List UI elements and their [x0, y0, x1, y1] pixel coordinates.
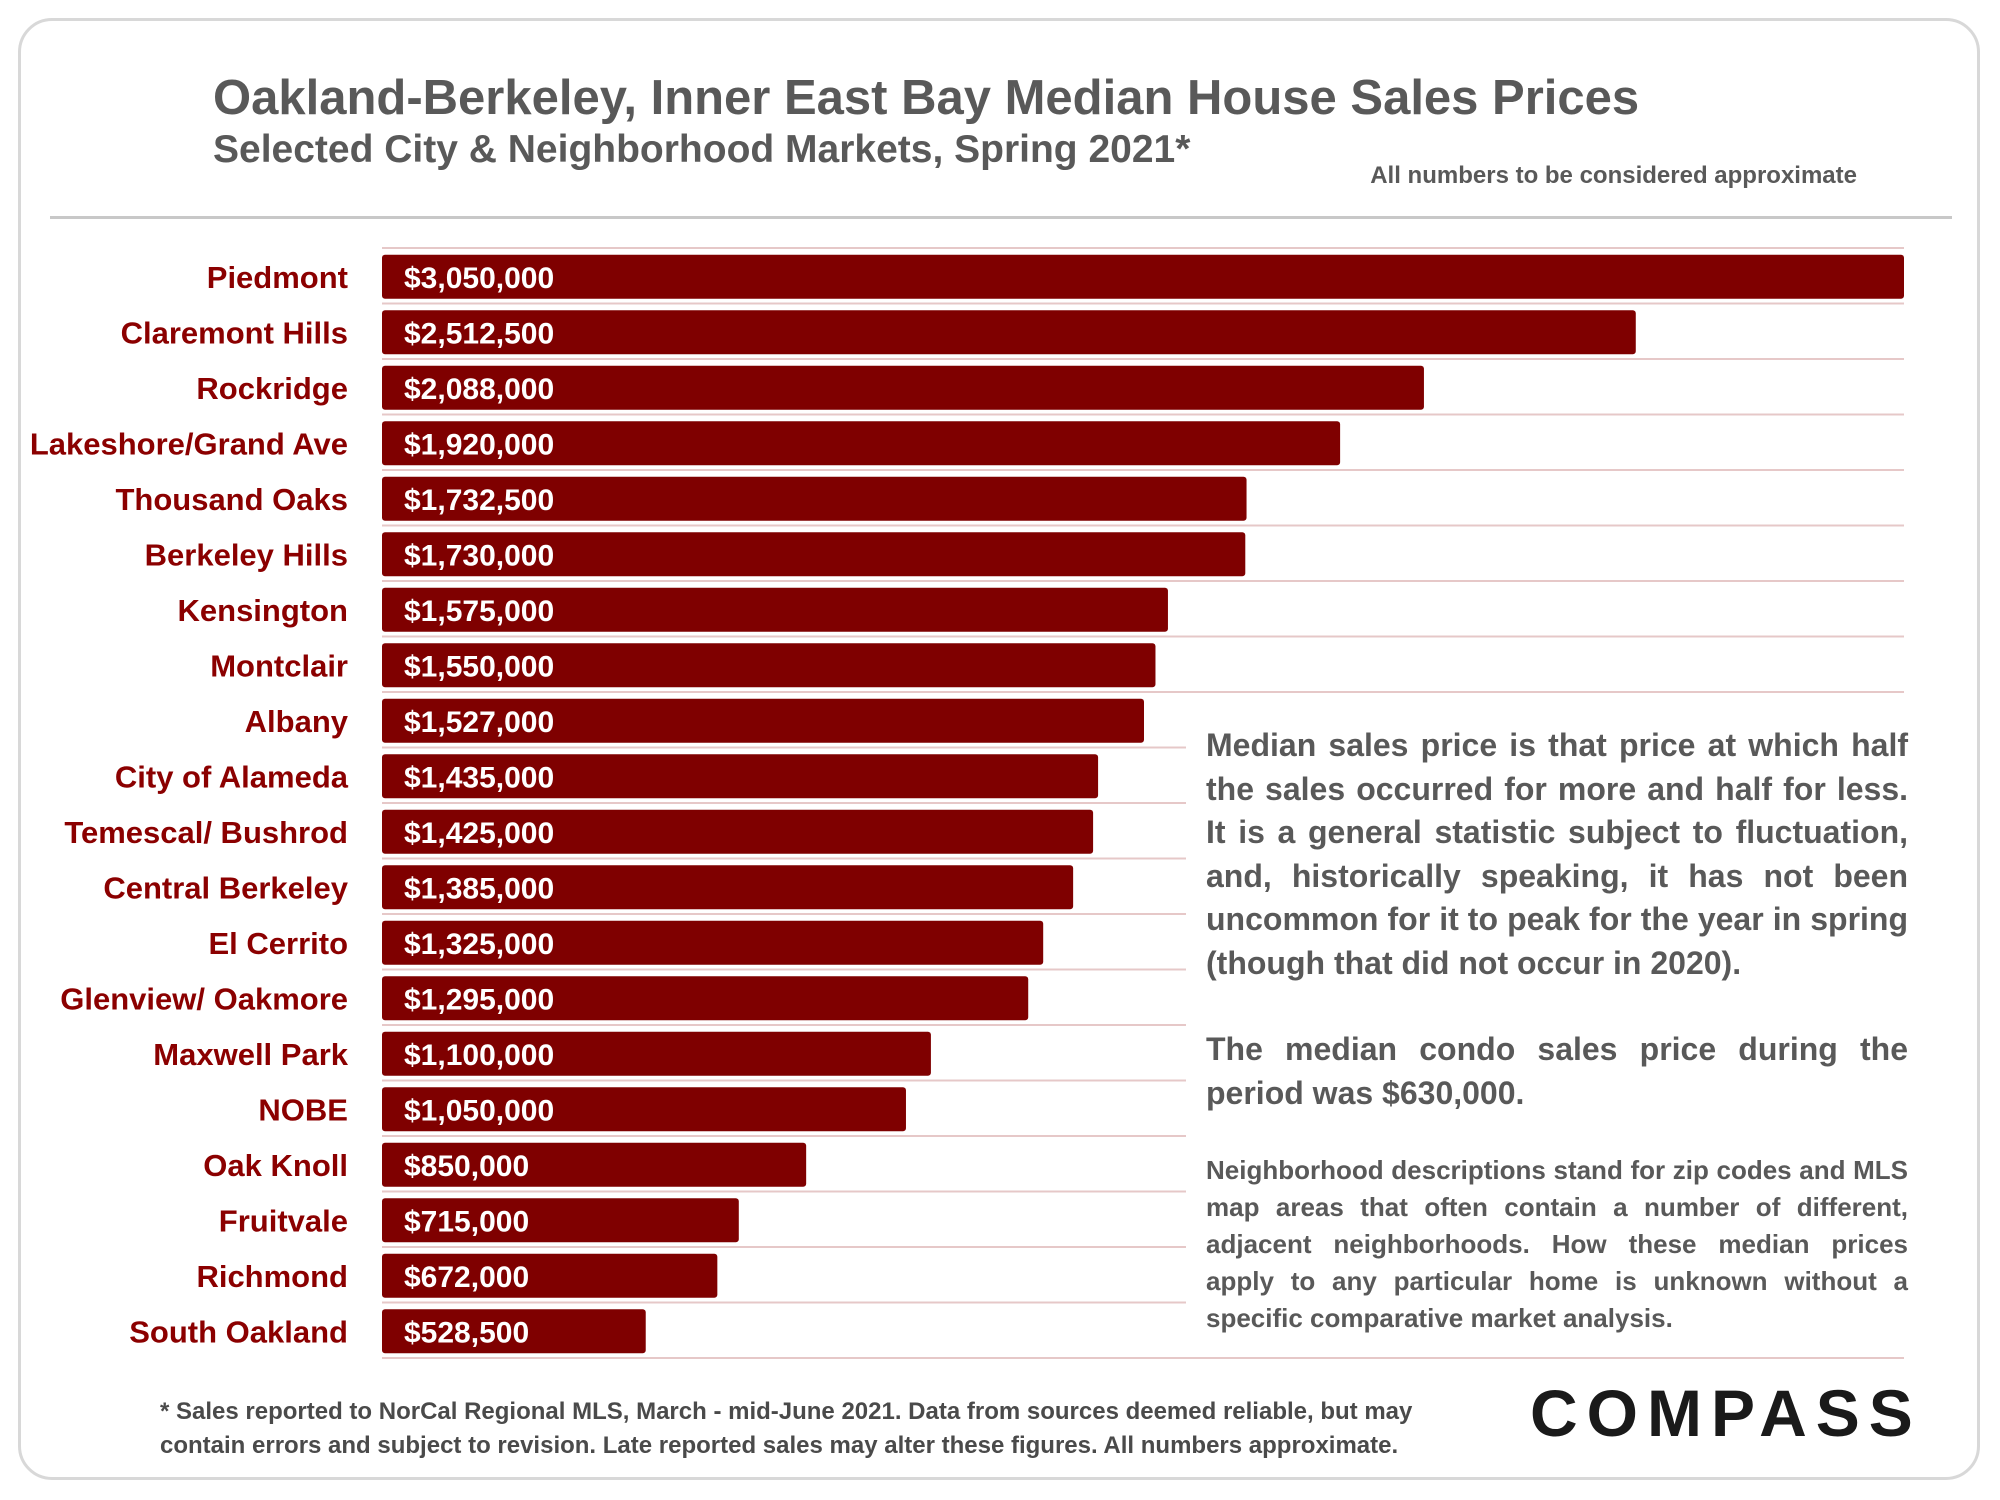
category-label: Central Berkeley — [103, 870, 348, 905]
bar — [382, 643, 1156, 688]
category-label: Claremont Hills — [121, 315, 348, 350]
condo-note: The median condo sales price during the … — [1206, 1031, 1908, 1111]
value-label: $528,500 — [404, 1316, 529, 1349]
bar — [382, 1031, 931, 1076]
footnote: * Sales reported to NorCal Regional MLS,… — [160, 1398, 1413, 1459]
neighborhood-note: Neighborhood descriptions stand for zip … — [1206, 1155, 1908, 1333]
category-label: Glenview/ Oakmore — [60, 981, 348, 1016]
value-label: $1,050,000 — [404, 1094, 554, 1127]
approximate-note: All numbers to be considered approximate — [1370, 162, 1857, 189]
bar — [382, 1253, 718, 1298]
value-label: $672,000 — [404, 1261, 529, 1294]
value-label: $2,512,500 — [404, 317, 554, 350]
bar — [382, 254, 1904, 299]
value-label: $1,385,000 — [404, 872, 554, 905]
value-label: $1,295,000 — [404, 983, 554, 1016]
value-label: $1,425,000 — [404, 817, 554, 850]
category-label: Rockridge — [196, 371, 348, 406]
value-label: $1,325,000 — [404, 928, 554, 961]
category-label: Piedmont — [207, 260, 348, 295]
category-label: Fruitvale — [219, 1203, 348, 1238]
bar — [382, 1087, 906, 1132]
category-label: NOBE — [258, 1092, 348, 1127]
bar — [382, 976, 1029, 1021]
category-label: Kensington — [178, 593, 349, 628]
header-divider — [50, 216, 1952, 219]
category-label: Oak Knoll — [203, 1148, 348, 1183]
value-label: $1,575,000 — [404, 595, 554, 628]
value-label: $3,050,000 — [404, 262, 554, 295]
bar — [382, 698, 1144, 743]
category-label: Thousand Oaks — [115, 482, 348, 517]
value-label: $2,088,000 — [404, 373, 554, 406]
value-label: $1,732,500 — [404, 484, 554, 517]
category-label: Maxwell Park — [153, 1037, 348, 1072]
value-label: $1,100,000 — [404, 1039, 554, 1072]
category-label: Lakeshore/Grand Ave — [30, 426, 348, 461]
bar — [382, 1198, 739, 1243]
value-label: $850,000 — [404, 1150, 529, 1183]
bar — [382, 476, 1247, 521]
value-label: $715,000 — [404, 1205, 529, 1238]
value-label: $1,920,000 — [404, 428, 554, 461]
category-label: Richmond — [196, 1259, 348, 1294]
category-label: Berkeley Hills — [145, 537, 348, 572]
category-label: Albany — [245, 704, 349, 739]
value-label: $1,730,000 — [404, 539, 554, 572]
bar — [382, 1142, 807, 1187]
bar — [382, 865, 1074, 910]
bar — [382, 365, 1424, 410]
bar — [382, 532, 1246, 577]
value-label: $1,527,000 — [404, 706, 554, 739]
chart-title: Oakland-Berkeley, Inner East Bay Median … — [213, 71, 1640, 125]
category-label: South Oakland — [129, 1314, 348, 1349]
category-label: Montclair — [210, 648, 348, 683]
value-label: $1,550,000 — [404, 650, 554, 683]
category-label: City of Alameda — [115, 759, 349, 794]
category-label: El Cerrito — [208, 926, 348, 961]
value-label: $1,435,000 — [404, 761, 554, 794]
compass-logo: COMPASS — [1530, 1376, 1922, 1450]
bar — [382, 920, 1044, 965]
bar — [382, 809, 1094, 854]
bar — [382, 754, 1099, 799]
bar — [382, 1309, 646, 1354]
bar — [382, 310, 1636, 355]
chart-subtitle: Selected City & Neighborhood Markets, Sp… — [213, 128, 1191, 171]
bar — [382, 587, 1168, 632]
bar — [382, 421, 1341, 466]
category-label: Temescal/ Bushrod — [64, 815, 348, 850]
median-explanation: Median sales price is that price at whic… — [1206, 727, 1908, 981]
